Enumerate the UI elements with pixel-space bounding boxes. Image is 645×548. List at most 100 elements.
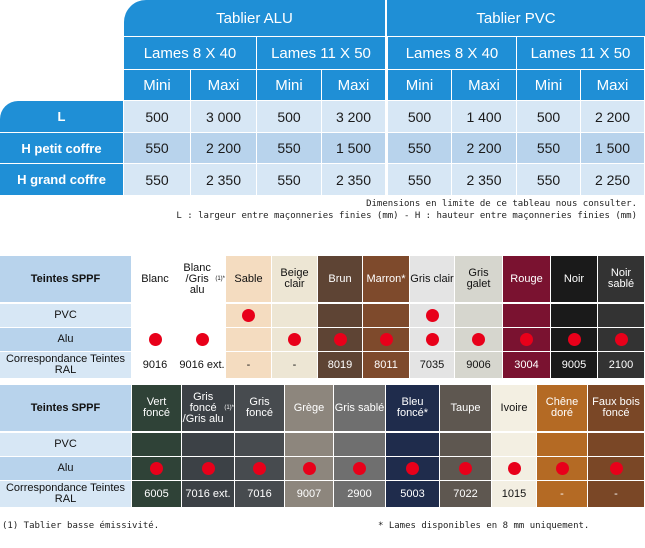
swatch-name-text: Rouge	[510, 272, 543, 285]
availability-dot	[253, 462, 266, 475]
table-cell: 550	[388, 164, 451, 195]
swatch-ral: 9016	[132, 352, 178, 378]
swatch-alu	[598, 328, 644, 351]
swatch-alu	[179, 328, 225, 351]
swatch-sup: (1)*	[215, 275, 225, 282]
swatch-pvc	[503, 304, 550, 327]
row-label-ral: Correspondance Teintes RAL	[0, 481, 131, 507]
availability-dot	[567, 333, 581, 346]
table-cell: 500	[517, 101, 580, 132]
swatch-pvc	[226, 304, 271, 327]
swatch-ral: -	[226, 352, 271, 378]
availability-dot	[148, 333, 162, 346]
swatch-alu	[132, 328, 178, 351]
table-cell: 500	[124, 101, 190, 132]
swatch-ral: 7035	[410, 352, 454, 378]
availability-dot	[507, 462, 521, 475]
row-label: H grand coffre	[0, 164, 123, 195]
table-cell: 2 250	[581, 164, 644, 195]
row-separator	[0, 327, 645, 328]
swatch-pvc	[318, 304, 362, 327]
table-cell: 2 200	[452, 133, 516, 163]
table-cell: 550	[257, 164, 321, 195]
table-cell: 3 200	[322, 101, 385, 132]
swatch-pvc	[132, 433, 181, 456]
note-definitions: L : largeur entre maçonneries finies (mm…	[176, 211, 637, 221]
swatch-name-text: Marron*	[366, 272, 406, 285]
swatch-pvc	[537, 433, 587, 456]
row-label: H petit coffre	[0, 133, 123, 163]
swatch-name-text: Beige clair	[280, 267, 309, 290]
minmax-header: Maxi	[322, 70, 385, 100]
row-separator	[0, 480, 645, 481]
table-cell: 550	[124, 133, 190, 163]
swatch-ral: -	[588, 481, 644, 507]
swatch-alu	[226, 328, 271, 351]
swatch-pvc	[285, 433, 333, 456]
table-cell: 1 500	[322, 133, 385, 163]
subgroup-header: Lames 11 X 50	[257, 37, 385, 69]
row-separator	[0, 456, 645, 457]
availability-dot	[406, 462, 419, 475]
swatch-pvc	[179, 304, 225, 327]
swatch-name-text: Gris foncé	[246, 396, 273, 419]
swatch-ral: 2900	[334, 481, 385, 507]
swatch-pvc	[386, 433, 439, 456]
swatch-name-text: Faux bois foncé	[592, 396, 640, 419]
swatch-name-text: Brun	[328, 272, 352, 285]
minmax-header: Maxi	[452, 70, 516, 100]
swatch-name-text: Taupe	[450, 401, 481, 414]
availability-dot	[379, 333, 393, 346]
swatch-name: Ivoire	[492, 385, 536, 431]
swatch-pvc	[182, 433, 234, 456]
swatch-alu	[363, 328, 409, 351]
swatch-name: Rouge	[503, 256, 550, 302]
footnote-left: (1) Tablier basse émissivité.	[2, 521, 160, 531]
availability-dot	[472, 333, 485, 346]
swatch-alu	[503, 328, 550, 351]
row-label-pvc: PVC	[0, 433, 131, 456]
availability-dot	[201, 462, 215, 475]
swatch-ral: 2100	[598, 352, 644, 378]
swatch-ral: -	[537, 481, 587, 507]
row-label-alu: Alu	[0, 328, 131, 351]
swatch-name-text: Noir sablé	[607, 267, 635, 290]
swatch-name: Gris sablé	[334, 385, 385, 431]
swatch-alu	[132, 457, 181, 480]
swatch-ral: 7016 ext.	[182, 481, 234, 507]
swatch-pvc	[551, 304, 597, 327]
group-header-alu: Tablier ALU	[124, 0, 385, 36]
minmax-header: Mini	[257, 70, 321, 100]
swatch-name: Gris foncé	[235, 385, 284, 431]
availability-dot	[353, 462, 366, 475]
minmax-header: Mini	[124, 70, 190, 100]
colors-header: Teintes SPPF	[0, 385, 131, 431]
swatch-pvc	[334, 433, 385, 456]
group-header-pvc: Tablier PVC	[387, 0, 645, 36]
availability-dot	[609, 462, 623, 475]
swatch-name-text: Gris sablé	[334, 401, 385, 414]
swatch-pvc	[455, 304, 502, 327]
swatch-ral: 8019	[318, 352, 362, 378]
row-label-pvc: PVC	[0, 304, 131, 327]
swatch-name: Noir sablé	[598, 256, 644, 302]
row-label: L	[0, 101, 123, 132]
swatch-ral: 7016	[235, 481, 284, 507]
swatch-ral: 9007	[285, 481, 333, 507]
swatch-name: Blanc	[132, 256, 178, 302]
swatch-ral: 9016 ext.	[179, 352, 225, 378]
swatch-pvc	[598, 304, 644, 327]
swatch-ral: 6005	[132, 481, 181, 507]
swatch-name: Blanc /Gris alu (1)*	[179, 256, 225, 302]
swatch-name: Beige clair	[272, 256, 317, 302]
swatch-name-text: Blanc /Gris alu	[183, 261, 211, 296]
swatch-alu	[386, 457, 439, 480]
swatch-ral: -	[272, 352, 317, 378]
swatch-name-text: Gris foncé /Gris alu	[182, 390, 224, 425]
swatch-name: Taupe	[440, 385, 491, 431]
swatch-alu	[537, 457, 587, 480]
minmax-header: Maxi	[581, 70, 644, 100]
swatch-name-text: Ivoire	[500, 401, 528, 414]
availability-dot	[425, 333, 439, 346]
row-label-ral: Correspondance Teintes RAL	[0, 352, 131, 378]
